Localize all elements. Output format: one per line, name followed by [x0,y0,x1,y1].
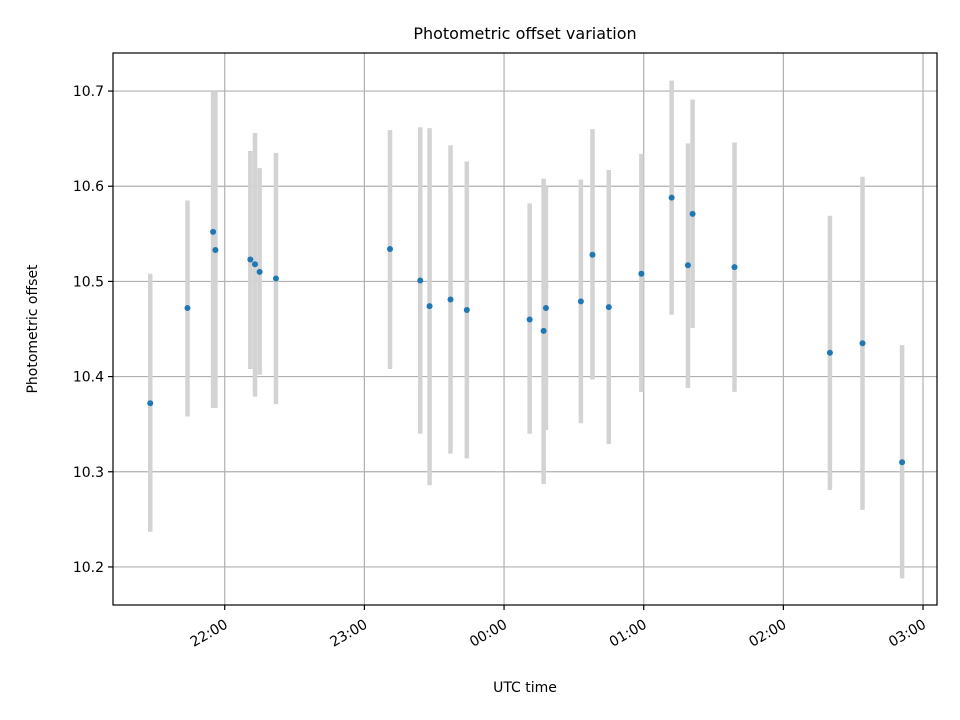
data-point [859,340,866,347]
data-point [247,256,254,263]
error-bars [147,80,905,579]
y-tick-label: 10.4 [73,370,104,386]
data-point [386,246,393,253]
data-point [899,459,906,466]
data-point [251,261,258,268]
data-point [668,194,675,201]
y-axis-label: Photometric offset [25,264,41,394]
data-points [147,194,906,466]
data-point [147,400,154,407]
data-point [463,306,470,313]
data-point [526,316,533,323]
x-tick-label: 23:00 [327,617,370,651]
axis-ticks: 22:00 23:00 00:00 01:00 02:00 03:00 10.2 10.3 10… [73,84,929,651]
data-point [184,305,191,312]
data-point [542,305,549,312]
x-tick-label: 00:00 [467,617,510,651]
y-tick-label: 10.6 [73,179,104,195]
data-point [447,296,454,303]
x-tick-label: 22:00 [188,617,231,651]
chart-title: Photometric offset variation [413,24,636,43]
data-point [826,349,833,356]
data-point [577,298,584,305]
data-point [426,303,433,310]
data-point [689,210,696,217]
data-point [589,251,596,258]
x-axis-label: UTC time [493,680,557,696]
data-point [684,262,691,269]
y-tick-label: 10.2 [73,560,104,576]
data-point [731,264,738,271]
data-point [256,268,263,275]
data-point [272,275,279,282]
plot-frame [112,52,938,606]
x-tick-label: 03:00 [886,617,929,651]
y-tick-label: 10.7 [73,84,104,100]
x-tick-label: 02:00 [746,617,789,651]
data-point [540,327,547,334]
data-point [212,247,219,254]
data-point [417,277,424,284]
y-tick-label: 10.3 [73,465,104,481]
grid [113,53,937,605]
data-point [605,304,612,311]
data-point [210,228,217,235]
x-tick-label: 01:00 [607,617,650,651]
y-tick-label: 10.5 [73,274,104,290]
data-point [638,270,645,277]
